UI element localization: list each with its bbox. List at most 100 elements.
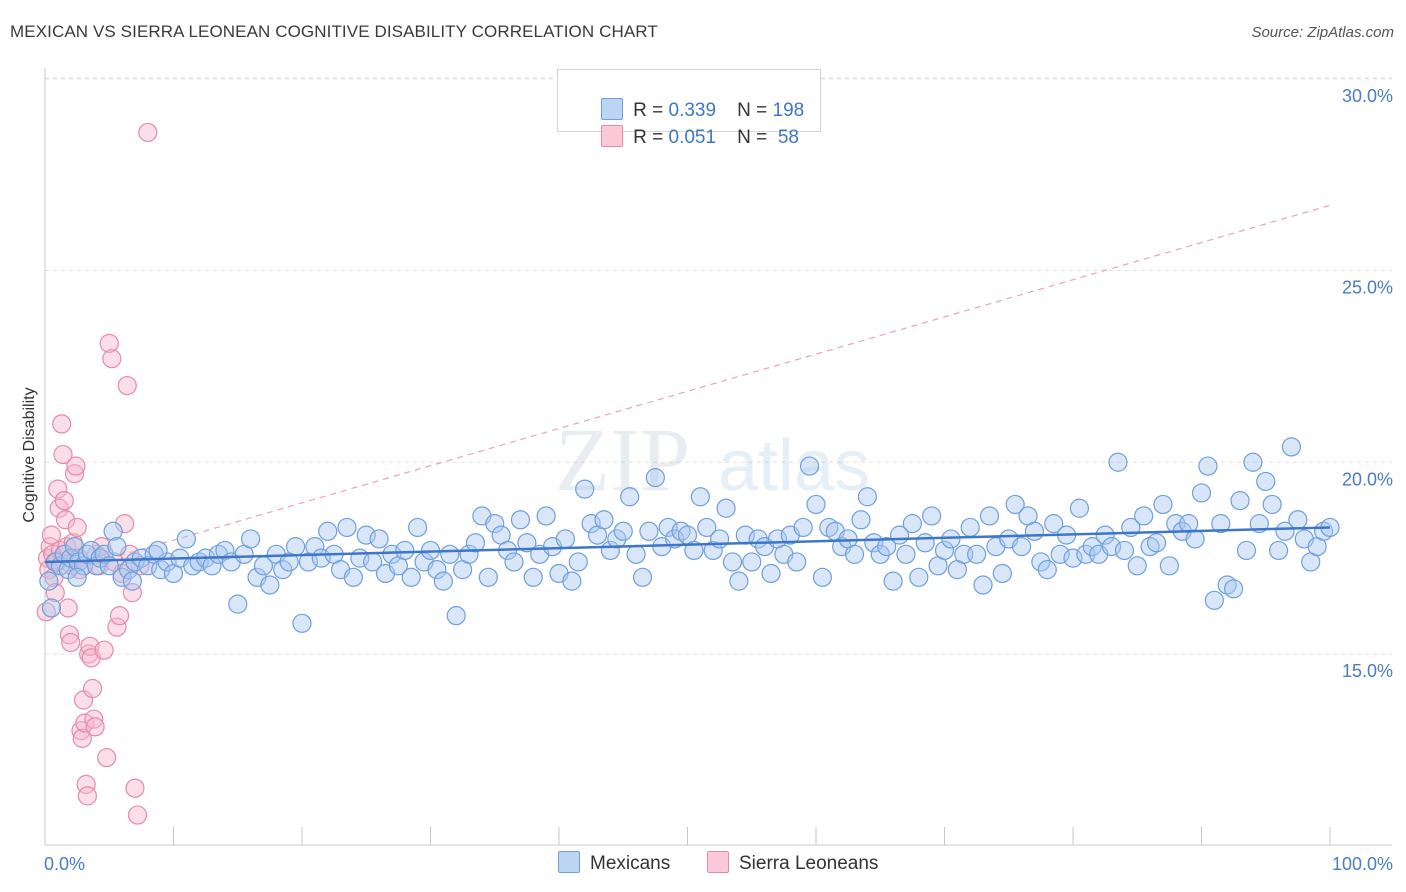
point-sierra-leonean [84,709,104,729]
source-credit: Source: ZipAtlas.com [1251,24,1394,41]
point-mexican [934,540,955,561]
point-mexican [485,514,505,534]
point-sierra-leonean [41,525,62,545]
point-mexican [1024,521,1045,541]
y-tick-label: 20.0% [1342,469,1393,489]
point-mexican [1230,491,1250,511]
point-mexican [967,544,987,564]
y-axis-label: Cognitive Disability [21,387,38,522]
point-mexican [215,540,235,561]
point-mexican [1108,452,1128,472]
point-mexican [1127,556,1147,576]
point-sierra-leonean [54,491,74,511]
point-mexican [395,540,415,561]
point-mexican [1005,494,1025,515]
point-mexican [607,529,627,549]
point-mexican [103,521,123,541]
trendline-mexicans [44,526,1331,564]
point-mexican [761,563,781,584]
legend-swatch-blue [601,98,624,120]
point-mexican [1050,544,1070,564]
y-tick-label: 25.0% [1342,278,1393,298]
point-sierra-leonean [64,464,85,484]
point-sierra-leonean [36,602,56,622]
point-mexican [742,552,762,572]
point-mexican [176,529,196,549]
point-mexican [594,510,614,530]
point-mexican [690,487,710,507]
point-mexican [870,544,890,564]
x-tick-label: 0.0% [44,854,85,874]
point-mexican [568,552,588,572]
point-mexican [729,571,749,591]
point-mexican [1211,514,1231,534]
point-mexican [555,529,576,549]
legend-n-value: 58 [772,127,799,148]
point-sierra-leonean [102,349,122,369]
point-mexican [382,544,402,564]
legend-n-value: 198 [772,100,805,121]
point-mexican [639,521,659,541]
point-mexican [922,506,942,526]
point-sierra-leonean [115,514,135,534]
point-mexican [427,560,447,580]
point-mexican [1224,579,1244,599]
point-mexican [722,552,743,572]
point-mexican [1095,525,1115,545]
point-mexican [1069,498,1090,518]
point-mexican [1063,548,1083,568]
y-tick-labels: 15.0% 20.0% 25.0% 30.0% [1342,86,1393,681]
point-mexican [285,537,306,557]
point-sierra-leonean [82,678,103,699]
point-sierra-leonean [130,556,150,576]
point-mexican [67,567,87,587]
point-mexican [973,575,993,595]
point-mexican [112,567,132,587]
point-mexican [716,498,736,518]
point-mexican [799,456,820,476]
point-mexican [39,571,59,591]
point-mexican [536,506,556,526]
point-sierra-leonean [85,717,105,737]
point-mexican [626,544,646,564]
point-mexican [864,533,884,553]
point-sierra-leonean [45,583,65,603]
point-mexican [1236,540,1257,561]
point-mexican [504,552,524,572]
point-mexican [440,544,460,564]
point-sierra-leonean [53,444,73,465]
point-sierra-leonean [99,333,119,353]
point-sierra-leonean [138,122,158,143]
point-mexican [632,567,653,587]
point-mexican [1256,471,1276,492]
point-mexican [703,540,723,561]
point-sierra-leonean [125,778,145,798]
point-sierra-leonean [58,598,78,618]
point-mexican [620,487,640,507]
point-mexican [1044,514,1064,534]
point-sierra-leonean [67,517,87,538]
legend-r-value: 0.339 [668,100,717,121]
point-mexican [465,533,486,553]
point-mexican [857,487,878,507]
point-mexican [575,479,595,499]
point-mexican [665,529,685,549]
point-mexican [793,517,813,538]
point-mexican [877,537,897,557]
point-mexican [107,537,127,557]
point-sierra-leonean [122,583,142,603]
point-mexican [1114,540,1135,561]
x-tick-labels: 0.0% 100.0% [44,854,1393,874]
point-sierra-leonean [77,786,98,806]
point-mexican [273,560,293,580]
point-mexican [122,571,142,591]
point-mexican [844,544,865,564]
point-sierra-leonean [48,479,68,499]
point-mexican [1037,560,1057,580]
point-mexican [1268,540,1289,561]
point-sierra-leonean [109,606,130,626]
bottom-legend-swatch-pink [707,851,729,873]
point-mexican [478,567,498,587]
legend-n-label: N = [737,127,773,148]
